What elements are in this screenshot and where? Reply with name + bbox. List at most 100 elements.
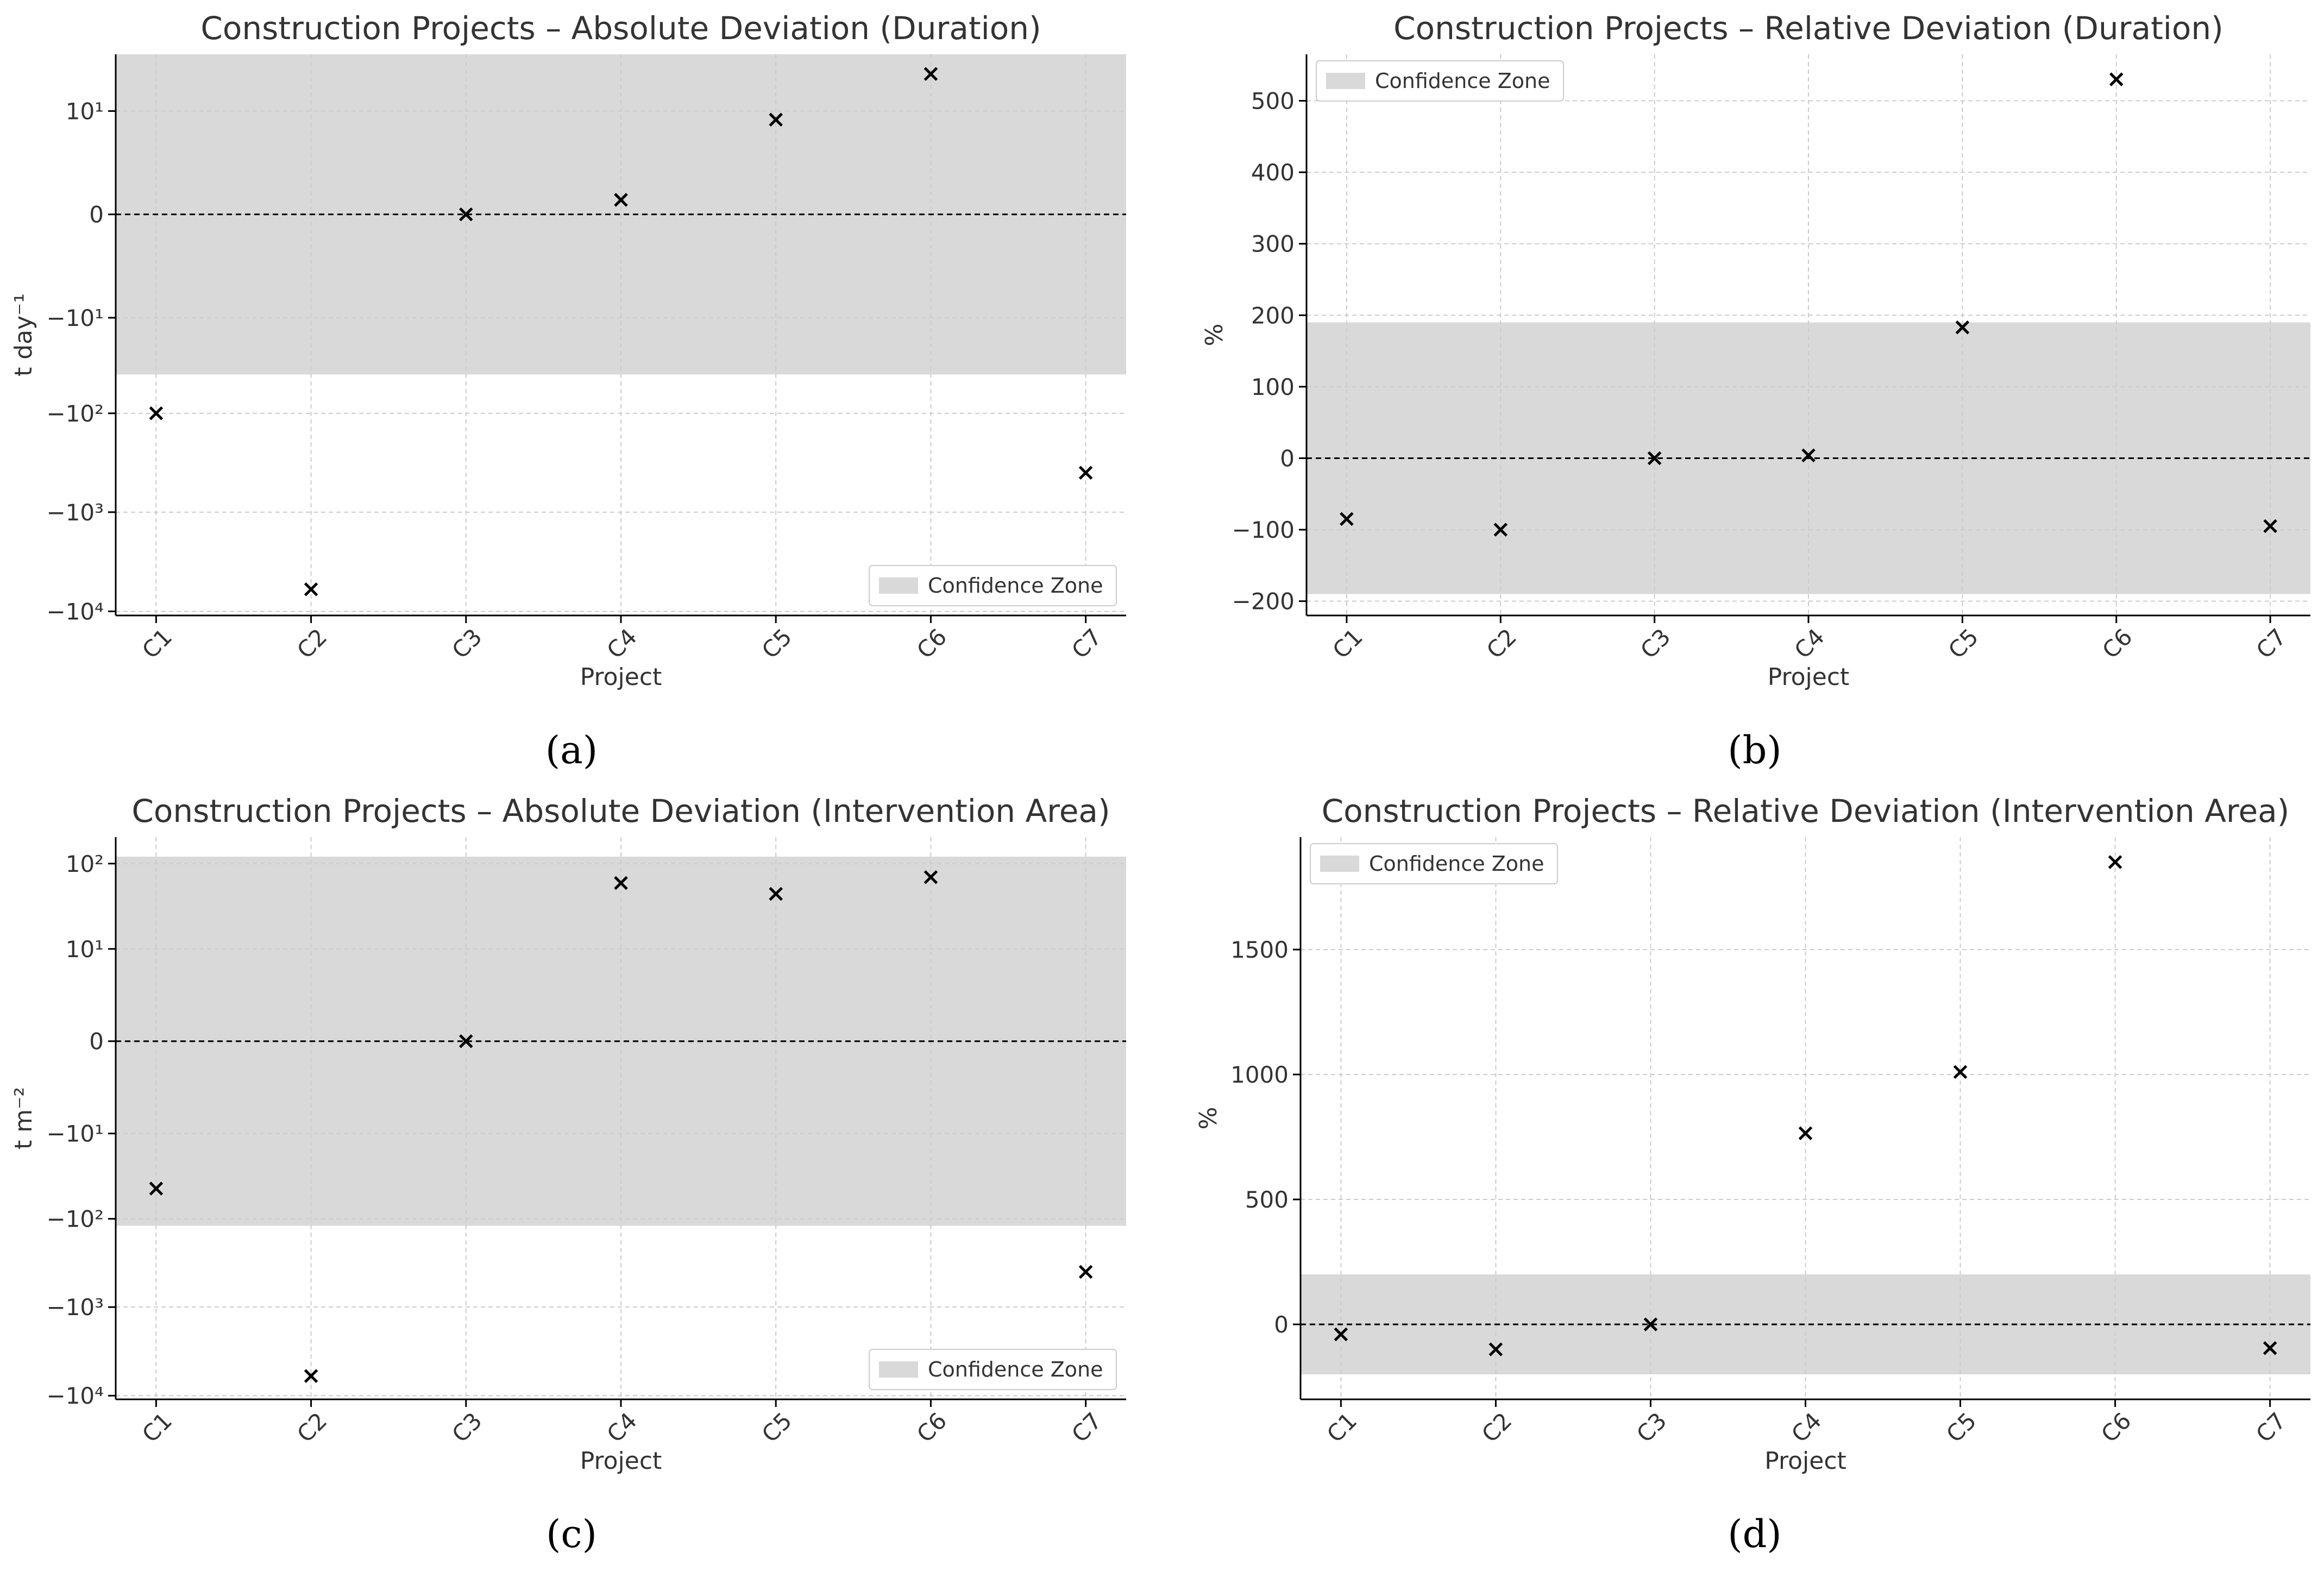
x-tick-label: C4 xyxy=(1786,1407,1826,1448)
y-tick-label: 10² xyxy=(66,851,104,877)
data-point-c5 xyxy=(1953,1065,1968,1079)
x-tick-label: C3 xyxy=(447,624,487,664)
panel-label-d: (d) xyxy=(1728,1512,1781,1556)
x-tick-label: C1 xyxy=(1328,624,1368,664)
data-point-c5 xyxy=(769,887,783,901)
y-tick-label: −10⁴ xyxy=(47,1383,104,1409)
data-point-c7 xyxy=(1078,1265,1093,1279)
data-point-c2 xyxy=(1488,1342,1503,1356)
x-tick-label: C5 xyxy=(1943,624,1983,664)
x-tick-label: C4 xyxy=(602,624,642,664)
x-tick-label: C4 xyxy=(1789,624,1830,664)
data-point-c6 xyxy=(2108,855,2122,869)
y-tick-label: 100 xyxy=(1251,374,1295,400)
data-point-c4 xyxy=(1801,448,1816,463)
data-point-c3 xyxy=(459,207,473,222)
x-axis-label: Project xyxy=(580,1447,662,1475)
data-point-c1 xyxy=(1334,1327,1348,1342)
chart-title: Construction Projects – Absolute Deviati… xyxy=(131,793,1110,830)
legend-swatch xyxy=(879,1361,918,1378)
legend-box xyxy=(1310,843,1558,884)
x-tick-label: C7 xyxy=(2251,624,2291,664)
x-tick-label: C6 xyxy=(2097,624,2137,664)
y-tick-label: 0 xyxy=(1274,1311,1289,1338)
x-tick-label: C1 xyxy=(1322,1407,1362,1448)
legend: Confidence Zone xyxy=(1316,60,1564,102)
y-tick-label: −10¹ xyxy=(47,1121,104,1147)
x-tick-label: C1 xyxy=(137,1407,177,1448)
chart-panel-d: 1500 1000 500 0 C1 C2 C3 C4 C5 C6 C7 Construction P… xyxy=(1195,793,2310,1475)
y-tick-label: 0 xyxy=(89,1028,104,1055)
y-tick-label: −10² xyxy=(47,400,104,427)
y-tick-label: 300 xyxy=(1251,231,1295,257)
x-tick-label: C1 xyxy=(137,624,177,664)
legend: Confidence Zone xyxy=(1310,843,1558,884)
y-tick-label: −10³ xyxy=(47,499,104,526)
legend-label: Confidence Zone xyxy=(928,1358,1103,1381)
data-point-c4 xyxy=(1798,1126,1813,1140)
data-point-c4 xyxy=(614,876,628,890)
legend-swatch xyxy=(1320,856,1359,872)
legend-swatch xyxy=(879,577,918,594)
chart-panel-a: 10¹ 0 −10¹ −10² −10³ −10⁴ C1 C2 C3 C4 C5 C6 C7 Constr… xyxy=(10,10,1126,691)
y-tick-label: −10² xyxy=(47,1206,104,1233)
y-tick-label: 10¹ xyxy=(66,936,104,963)
data-point-c3 xyxy=(1647,451,1662,466)
legend-label: Confidence Zone xyxy=(1369,852,1544,876)
y-tick-label: 500 xyxy=(1245,1186,1289,1213)
data-point-c2 xyxy=(1493,523,1508,537)
x-tick-label: C2 xyxy=(292,624,332,664)
chart-title: Construction Projects – Relative Deviati… xyxy=(1322,793,2290,830)
x-tick-label: C6 xyxy=(912,1407,952,1448)
x-axis-label: Project xyxy=(580,663,662,691)
data-point-c1 xyxy=(1340,512,1354,526)
y-tick-label: 200 xyxy=(1251,302,1295,329)
y-axis-label: t day⁻¹ xyxy=(10,293,37,376)
data-point-c7 xyxy=(1078,466,1093,480)
x-tick-label: C5 xyxy=(757,624,797,664)
y-tick-label: 400 xyxy=(1251,159,1295,186)
data-point-c5 xyxy=(1955,320,1970,335)
x-tick-label: C6 xyxy=(912,624,952,664)
x-tick-label: C6 xyxy=(2096,1407,2136,1448)
legend-label: Confidence Zone xyxy=(928,574,1103,598)
panel-label-b: (b) xyxy=(1728,728,1781,772)
x-tick-label: C5 xyxy=(1941,1407,1981,1448)
x-tick-label: C3 xyxy=(1635,624,1675,664)
data-point-c4 xyxy=(614,193,628,207)
y-tick-label: 1500 xyxy=(1230,937,1289,963)
x-tick-label: C7 xyxy=(1066,624,1107,664)
x-axis-label: Project xyxy=(1764,1447,1846,1475)
data-point-c2 xyxy=(304,582,318,596)
x-axis-label: Project xyxy=(1768,663,1850,691)
y-tick-label: −10⁴ xyxy=(47,598,104,625)
legend-box xyxy=(869,1349,1117,1390)
x-tick-label: C4 xyxy=(602,1407,642,1448)
y-tick-label: −100 xyxy=(1232,517,1295,543)
data-point-c5 xyxy=(769,112,783,127)
x-tick-label: C7 xyxy=(2251,1407,2291,1448)
x-tick-label: C2 xyxy=(1481,624,1522,664)
y-tick-label: −10³ xyxy=(47,1294,104,1321)
data-point-c1 xyxy=(149,1182,164,1196)
legend: Confidence Zone xyxy=(869,1349,1117,1390)
data-point-c7 xyxy=(2263,519,2277,533)
chart-panel-b: 500 400 300 200 100 0 −100 −200 C1 C2 C3 C4 C5 C6 C7 Co… xyxy=(1201,10,2310,691)
y-axis-label: % xyxy=(1195,1107,1222,1130)
data-point-c6 xyxy=(924,870,938,884)
y-axis-label: % xyxy=(1201,324,1228,347)
data-point-c6 xyxy=(2109,72,2124,86)
y-tick-label: 0 xyxy=(1280,445,1295,472)
x-tick-label: C3 xyxy=(1631,1407,1672,1448)
x-tick-label: C5 xyxy=(757,1407,797,1448)
legend-label: Confidence Zone xyxy=(1375,69,1550,93)
x-tick-label: C7 xyxy=(1066,1407,1107,1448)
chart-title: Construction Projects – Absolute Deviati… xyxy=(200,10,1041,47)
y-tick-label: 500 xyxy=(1251,88,1295,115)
x-tick-label: C2 xyxy=(1477,1407,1517,1448)
data-point-c1 xyxy=(149,406,164,420)
data-point-c7 xyxy=(2263,1341,2277,1355)
data-point-c3 xyxy=(1643,1317,1658,1331)
y-tick-label: −10¹ xyxy=(47,305,104,331)
